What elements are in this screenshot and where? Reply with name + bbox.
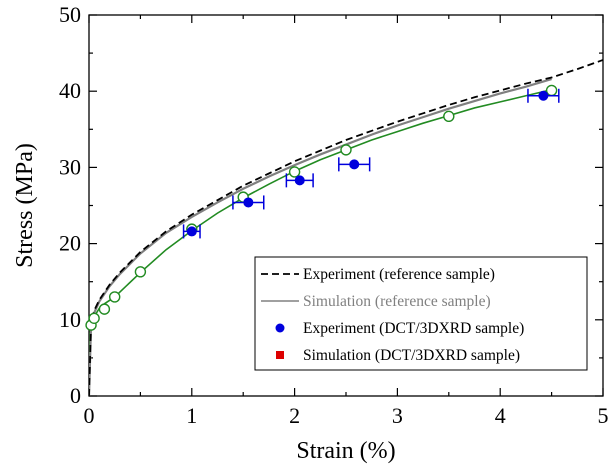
simulation-dct-marker <box>134 266 147 278</box>
simulation-dct-marker <box>340 144 352 156</box>
legend-item-simulation-reference: Simulation (reference sample) <box>261 293 491 310</box>
series-simulation-reference-line <box>89 77 552 396</box>
legend: Experiment (reference sample) Simulation … <box>254 256 588 371</box>
x-tick-label: 5 <box>598 403 609 428</box>
y-tick-label: 40 <box>59 78 81 103</box>
legend-item-experiment-dct: Experiment (DCT/3DXRD sample) <box>275 320 524 337</box>
legend-label: Experiment (reference sample) <box>303 266 495 283</box>
y-tick-label: 50 <box>59 2 81 27</box>
simulation-dct-marker <box>545 84 558 97</box>
experiment-dct-point <box>538 90 549 101</box>
y-tick-label: 30 <box>59 154 81 179</box>
experiment-dct-point <box>243 197 254 208</box>
y-tick-label: 20 <box>59 231 81 256</box>
experiment-dct-point <box>294 175 305 186</box>
simulation-dct-marker <box>288 166 301 178</box>
legend-label: Simulation (reference sample) <box>303 293 491 310</box>
simulation-dct-marker <box>443 110 455 123</box>
x-tick-label: 2 <box>289 403 300 428</box>
legend-swatch-dot <box>275 323 285 333</box>
legend-box <box>254 256 588 371</box>
legend-label: Simulation (DCT/3DXRD sample) <box>303 347 520 364</box>
simulation-dct-marker <box>88 312 100 324</box>
y-axis-label: Stress (MPa) <box>12 143 38 268</box>
x-tick-label: 3 <box>392 403 403 428</box>
legend-swatch-square <box>276 351 284 359</box>
experiment-dct-point <box>349 159 360 170</box>
series-experiment-reference-line <box>89 59 603 396</box>
legend-item-simulation-dct: Simulation (DCT/3DXRD sample) <box>276 347 520 364</box>
simulation-dct-marker <box>98 303 111 315</box>
x-tick-label: 1 <box>186 403 197 428</box>
y-tick-label: 10 <box>59 307 81 332</box>
x-axis-label: Strain (%) <box>296 438 395 464</box>
simulation-dct-marker <box>108 291 121 303</box>
experiment-dct-point <box>186 226 197 237</box>
legend-item-experiment-reference: Experiment (reference sample) <box>261 266 495 283</box>
y-tick-label: 0 <box>70 383 81 408</box>
x-tick-label: 0 <box>84 403 95 428</box>
series-layer <box>85 59 603 396</box>
x-tick-label: 4 <box>495 403 506 428</box>
legend-label: Experiment (DCT/3DXRD sample) <box>303 320 524 337</box>
